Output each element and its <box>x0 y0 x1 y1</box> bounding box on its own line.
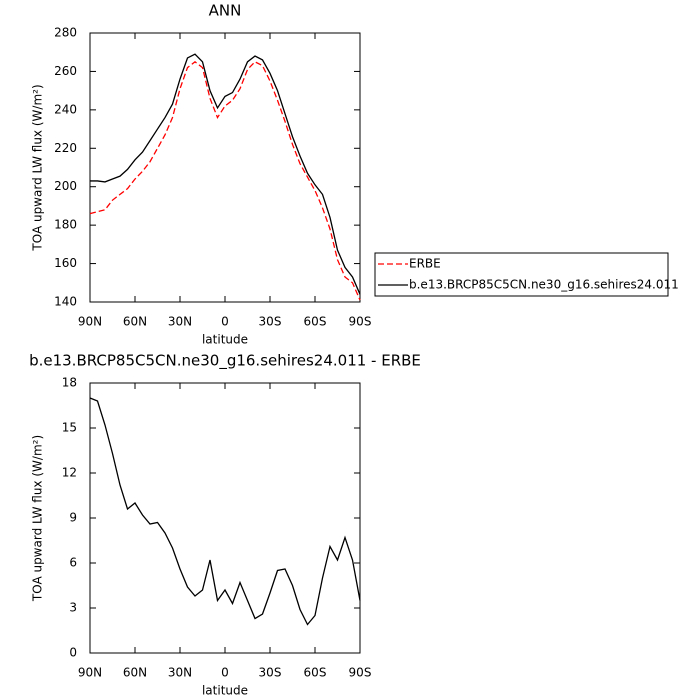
y-tick-label: 6 <box>69 556 77 570</box>
x-tick-label: 60S <box>304 315 327 329</box>
legend-label: ERBE <box>409 257 441 271</box>
x-tick-label: 60N <box>123 315 147 329</box>
legend-box <box>374 252 669 297</box>
y-tick-label: 220 <box>54 141 77 155</box>
plot-frame <box>89 32 361 303</box>
y-tick-label: 260 <box>54 64 77 78</box>
y-tick-label: 3 <box>69 601 77 615</box>
x-axis-label: latitude <box>202 333 248 347</box>
x-tick-label: 30N <box>168 666 192 680</box>
x-tick-label: 30S <box>259 666 282 680</box>
y-tick-label: 12 <box>62 466 77 480</box>
y-axis-label: TOA upward LW flux (W/m²) <box>31 435 45 602</box>
x-tick-label: 90S <box>349 315 372 329</box>
y-tick-label: 160 <box>54 256 77 270</box>
data-line <box>90 53 361 295</box>
y-tick-label: 240 <box>54 102 77 116</box>
data-line <box>89 397 361 626</box>
y-tick-label: 200 <box>54 179 77 193</box>
chart-title: b.e13.BRCP85C5CN.ne30_g16.sehires24.011 … <box>29 352 421 371</box>
y-axis-label: TOA upward LW flux (W/m²) <box>31 84 45 251</box>
legend-label: b.e13.BRCP85C5CN.ne30_g16.sehires24.011 <box>409 278 679 292</box>
x-axis-label: latitude <box>202 684 248 698</box>
y-tick-label: 280 <box>54 26 77 40</box>
x-tick-label: 60N <box>123 666 147 680</box>
x-tick-label: 0 <box>221 666 229 680</box>
x-tick-label: 60S <box>304 666 327 680</box>
y-tick-label: 180 <box>54 218 77 232</box>
y-tick-label: 15 <box>62 421 77 435</box>
y-tick-label: 0 <box>69 646 77 660</box>
chart-title: ANN <box>209 2 242 20</box>
plot-frame <box>89 382 361 654</box>
x-tick-label: 90N <box>78 315 102 329</box>
x-tick-label: 90N <box>78 666 102 680</box>
y-tick-label: 18 <box>62 376 77 390</box>
y-tick-label: 9 <box>69 511 77 525</box>
x-tick-label: 90S <box>349 666 372 680</box>
y-tick-label: 140 <box>54 295 77 309</box>
data-line <box>89 61 361 301</box>
x-tick-label: 30N <box>168 315 192 329</box>
x-tick-label: 30S <box>259 315 282 329</box>
x-tick-label: 0 <box>221 315 229 329</box>
